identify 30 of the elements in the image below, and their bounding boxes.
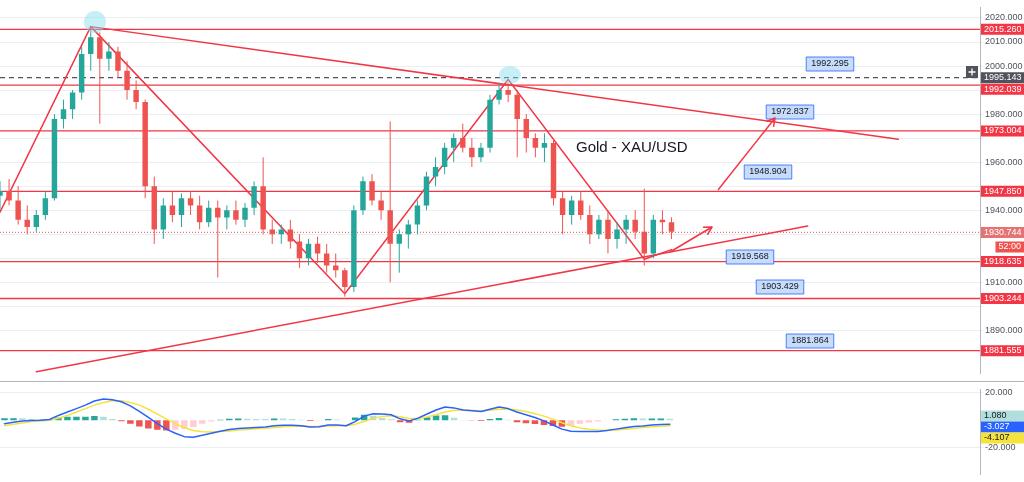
text: 1.080 — [984, 410, 1007, 421]
y-tick-label: -20.000 — [985, 442, 1016, 453]
y-tick-label: 20.000 — [985, 387, 1013, 398]
ref-line-label: 1930.744 — [984, 226, 1022, 237]
annotation: 1972.837 — [771, 106, 809, 117]
ref-line-label: 1903.244 — [984, 293, 1022, 304]
y-tick-label: 1940.000 — [985, 204, 1023, 215]
ref-line-label: 1995.143 — [984, 72, 1022, 83]
y-tick-label: 1980.000 — [985, 108, 1023, 119]
annotation: 1903.429 — [761, 281, 799, 292]
ref-line-label: 1947.850 — [984, 185, 1022, 196]
annotation: 1992.295 — [811, 58, 849, 69]
annotation: 1919.568 — [731, 251, 769, 262]
ref-line-label: 1881.555 — [984, 345, 1022, 356]
text: Gold - XAU/USD — [576, 138, 688, 156]
y-tick-label: 2010.000 — [985, 36, 1023, 47]
text: -4.107 — [984, 432, 1010, 443]
y-tick-label: 1960.000 — [985, 156, 1023, 167]
annotation: 1948.904 — [749, 166, 787, 177]
ref-line-label: 1992.039 — [984, 83, 1022, 94]
ref-line-label: 1973.004 — [984, 125, 1022, 136]
y-tick-label: 1910.000 — [985, 276, 1023, 287]
y-tick-label: 1890.000 — [985, 324, 1023, 335]
annotation: 1881.864 — [791, 335, 829, 346]
text: -3.027 — [984, 421, 1010, 432]
y-tick-label: 2000.000 — [985, 60, 1023, 71]
ref-line-label: 1918.635 — [984, 256, 1022, 267]
y-tick-label: 2020.000 — [985, 12, 1023, 23]
text: 52:00 — [998, 241, 1022, 252]
ref-line-label: 2015.260 — [984, 23, 1022, 34]
